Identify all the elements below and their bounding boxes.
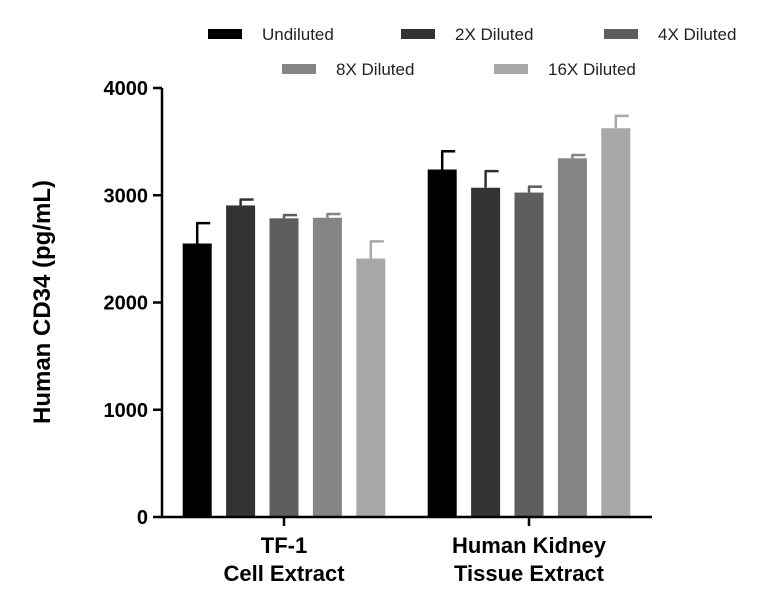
legend-swatch <box>401 29 435 39</box>
y-tick-label: 2000 <box>104 293 149 315</box>
legend: Undiluted 2X Diluted 4X Diluted 8X Diluted 1… <box>208 25 736 79</box>
legend-label: 16X Diluted <box>548 60 636 79</box>
y-tick-label: 1000 <box>104 400 149 422</box>
legend-swatch <box>494 64 528 74</box>
x-tick-label: TF-1 <box>261 533 307 558</box>
x-tick-label: Cell Extract <box>223 561 345 586</box>
legend-item: 4X Diluted <box>604 25 736 44</box>
axes: 0 1000 2000 3000 4000 TF-1 Cell Extract Human K… <box>104 78 652 586</box>
bar <box>312 217 342 517</box>
legend-item: 8X Diluted <box>282 60 414 79</box>
bars <box>182 114 631 517</box>
legend-label: Undiluted <box>262 25 334 44</box>
bar <box>514 192 544 517</box>
y-axis-title: Human CD34 (pg/mL) <box>29 180 56 424</box>
bar <box>557 158 587 517</box>
bar <box>226 205 256 517</box>
legend-swatch <box>604 29 638 39</box>
bar <box>601 128 631 517</box>
legend-item: 16X Diluted <box>494 60 636 79</box>
y-tick-label: 4000 <box>104 78 149 100</box>
legend-swatch <box>208 29 242 39</box>
y-tick-label: 3000 <box>104 185 149 207</box>
bar <box>427 169 457 517</box>
legend-label: 8X Diluted <box>336 60 414 79</box>
x-tick-label: Human Kidney <box>452 533 607 558</box>
bar <box>471 187 501 517</box>
legend-label: 4X Diluted <box>658 25 736 44</box>
y-tick-label: 0 <box>137 507 148 529</box>
legend-item: 2X Diluted <box>401 25 533 44</box>
legend-label: 2X Diluted <box>455 25 533 44</box>
legend-item: Undiluted <box>208 25 334 44</box>
x-tick-label: Tissue Extract <box>454 561 605 586</box>
bar <box>182 243 212 517</box>
legend-swatch <box>282 64 316 74</box>
bar <box>269 218 299 517</box>
bar <box>356 258 386 517</box>
